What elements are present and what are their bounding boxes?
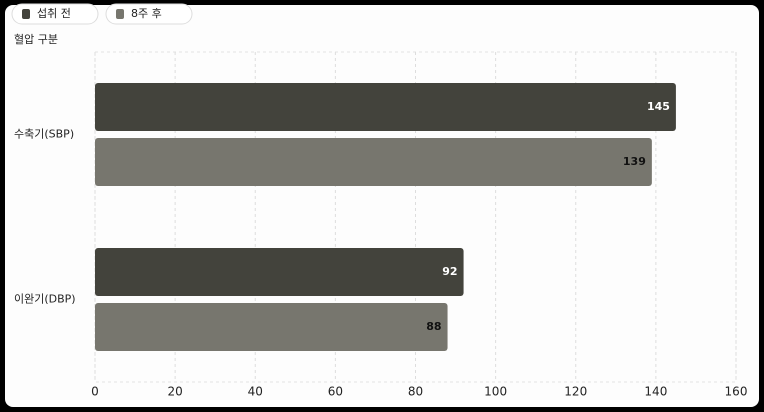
- y-tick-label: 수축기(SBP): [14, 128, 74, 141]
- legend-label: 섭취 전: [37, 7, 71, 20]
- x-tick-label: 160: [725, 385, 748, 399]
- bar: [95, 138, 652, 186]
- x-tick-label: 80: [408, 385, 423, 399]
- y-tick-label: 이완기(DBP): [14, 293, 76, 306]
- x-tick-label: 100: [484, 385, 507, 399]
- bar: [95, 303, 448, 351]
- x-tick-label: 40: [248, 385, 263, 399]
- legend-item[interactable]: [11, 3, 99, 25]
- legend-item[interactable]: [105, 3, 193, 25]
- x-tick-label: 120: [564, 385, 587, 399]
- data-label: 139: [623, 155, 646, 168]
- x-tick-label: 60: [328, 385, 343, 399]
- axis-label: 혈압 구분: [14, 32, 58, 46]
- bar: [95, 83, 676, 131]
- legend-swatch: [22, 9, 30, 19]
- x-tick-label: 0: [91, 385, 99, 399]
- data-label: 88: [426, 320, 441, 333]
- x-tick-label: 20: [167, 385, 182, 399]
- data-label: 92: [442, 265, 457, 278]
- bar: [95, 248, 464, 296]
- x-tick-label: 140: [644, 385, 667, 399]
- legend-swatch: [116, 9, 124, 19]
- data-label: 145: [647, 100, 670, 113]
- legend-label: 8주 후: [131, 7, 162, 20]
